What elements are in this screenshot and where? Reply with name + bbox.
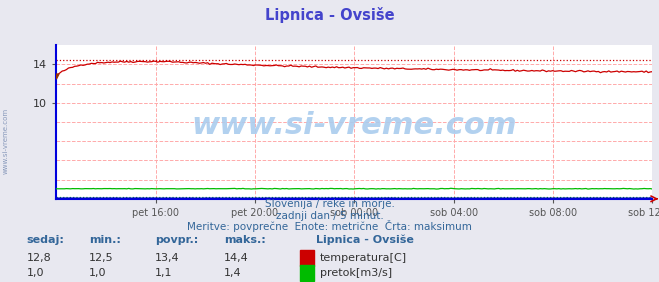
Text: zadnji dan / 5 minut.: zadnji dan / 5 minut. [275,211,384,221]
Text: 1,4: 1,4 [224,268,242,278]
Text: maks.:: maks.: [224,235,266,244]
Text: Slovenija / reke in morje.: Slovenija / reke in morje. [264,199,395,209]
Text: pretok[m3/s]: pretok[m3/s] [320,268,391,278]
Text: 12,8: 12,8 [26,253,51,263]
Text: sedaj:: sedaj: [26,235,64,244]
Text: Meritve: povprečne  Enote: metrične  Črta: maksimum: Meritve: povprečne Enote: metrične Črta:… [187,220,472,232]
Text: 1,0: 1,0 [26,268,44,278]
Text: Lipnica - Ovsiše: Lipnica - Ovsiše [265,7,394,23]
Text: 1,0: 1,0 [89,268,107,278]
Text: www.si-vreme.com: www.si-vreme.com [191,111,517,140]
Text: 12,5: 12,5 [89,253,113,263]
Text: temperatura[C]: temperatura[C] [320,253,407,263]
Text: 1,1: 1,1 [155,268,173,278]
Text: www.si-vreme.com: www.si-vreme.com [2,108,9,174]
Text: 14,4: 14,4 [224,253,249,263]
Text: povpr.:: povpr.: [155,235,198,244]
Text: Lipnica - Ovsiše: Lipnica - Ovsiše [316,234,415,244]
Text: 13,4: 13,4 [155,253,179,263]
Text: min.:: min.: [89,235,121,244]
